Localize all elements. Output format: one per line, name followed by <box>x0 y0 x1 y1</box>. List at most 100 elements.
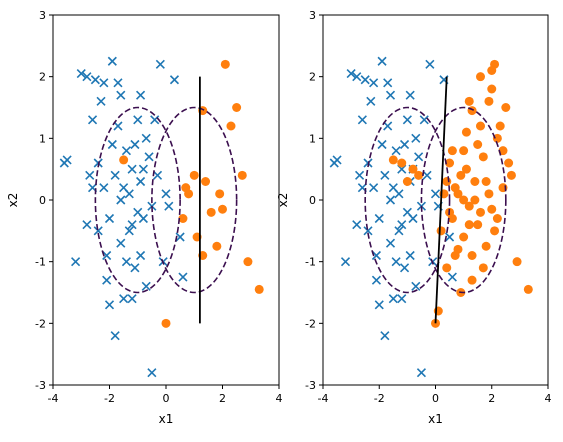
point-x-52 <box>371 250 382 261</box>
x-tick-label: 4 <box>276 392 283 405</box>
point-x-12 <box>374 300 384 310</box>
point-x-33 <box>447 272 457 282</box>
point-o-9 <box>442 177 452 186</box>
point-x-48 <box>87 115 98 125</box>
point-x-36 <box>380 170 390 180</box>
point-x-58 <box>352 220 362 230</box>
point-o-14 <box>456 170 466 180</box>
point-x-18 <box>391 146 401 156</box>
point-x-49 <box>121 257 132 267</box>
point-x-10 <box>99 78 109 88</box>
point-o-27 <box>487 204 497 214</box>
point-o-36 <box>512 257 522 267</box>
ellipse-1 <box>420 106 507 294</box>
point-o-25 <box>481 241 491 251</box>
point-o-19 <box>181 183 191 193</box>
point-o-30 <box>492 133 502 143</box>
point-x-25 <box>141 281 151 291</box>
point-x-34 <box>369 183 379 193</box>
point-x-37 <box>385 238 396 248</box>
point-x-57 <box>405 90 415 100</box>
point-x-11 <box>102 275 112 285</box>
axes-frame <box>322 14 549 386</box>
point-x-18 <box>121 146 132 156</box>
x-tick-label: -4 <box>318 392 329 405</box>
y-tick-label: 2 <box>309 71 316 84</box>
y-tick-label: 3 <box>39 9 46 22</box>
point-o-18 <box>464 201 474 211</box>
point-x-15 <box>113 78 123 88</box>
point-o-3 <box>408 164 418 174</box>
point-x-48 <box>357 115 367 125</box>
point-o-33 <box>501 103 511 112</box>
point-o-48 <box>476 72 485 82</box>
point-x-56 <box>127 294 137 304</box>
point-x-17 <box>119 294 129 304</box>
point-o-56 <box>464 220 474 230</box>
point-x-47 <box>107 139 117 150</box>
point-x-53 <box>422 170 432 180</box>
point-x-59 <box>385 195 396 205</box>
point-o-8 <box>201 177 211 186</box>
point-x-8 <box>93 226 103 236</box>
y-tick-label: -2 <box>305 317 316 330</box>
point-o-22 <box>473 220 483 230</box>
point-x-50 <box>411 133 421 143</box>
point-x-39 <box>124 226 134 236</box>
point-x-41 <box>399 263 410 273</box>
point-o-11 <box>215 189 225 199</box>
point-x-17 <box>388 294 398 304</box>
x-tick-label: 0 <box>163 392 170 405</box>
point-x-35 <box>374 213 384 224</box>
point-x-47 <box>377 139 387 150</box>
point-o-0 <box>119 155 129 165</box>
y-tick-label: 1 <box>309 132 316 145</box>
point-x-50 <box>141 133 151 143</box>
point-o-37 <box>523 284 533 294</box>
point-x-52 <box>102 250 112 261</box>
point-x-41 <box>130 263 140 273</box>
point-x-5 <box>85 170 95 180</box>
point-o-1 <box>397 158 407 168</box>
x-axis-label: x1 <box>428 412 443 426</box>
ellipse-0 <box>364 106 451 294</box>
y-axis-label: x2 <box>6 193 20 208</box>
point-o-49 <box>487 66 497 75</box>
point-o-35 <box>506 170 516 180</box>
point-o-50 <box>445 158 455 168</box>
point-x-20 <box>397 220 407 230</box>
point-o-10 <box>212 241 222 251</box>
y-tick-label: -3 <box>35 379 46 392</box>
axes-frame <box>52 14 280 386</box>
ellipse-0 <box>94 106 181 294</box>
point-o-21 <box>470 177 480 186</box>
point-x-8 <box>363 226 373 236</box>
point-x-33 <box>178 272 188 282</box>
point-o-31 <box>495 121 505 131</box>
ellipse-1 <box>151 106 238 294</box>
point-o-42 <box>473 140 483 149</box>
point-o-18 <box>254 284 264 294</box>
point-x-13 <box>377 56 387 66</box>
point-x-43 <box>138 213 148 224</box>
point-o-13 <box>220 59 230 69</box>
point-o-51 <box>450 251 460 260</box>
point-x-46 <box>383 121 393 131</box>
point-o-41 <box>467 275 477 285</box>
point-o-4 <box>414 170 424 180</box>
x-tick-label: -2 <box>374 392 385 405</box>
point-o-24 <box>478 152 488 162</box>
point-x-7 <box>90 75 100 85</box>
point-o-55 <box>459 146 469 156</box>
point-o-0 <box>388 155 398 165</box>
point-x-26 <box>147 368 157 378</box>
point-o-40 <box>461 127 471 137</box>
point-x-32 <box>444 232 455 242</box>
point-x-24 <box>138 164 148 174</box>
point-x-37 <box>116 238 126 248</box>
y-tick-label: -1 <box>305 256 316 269</box>
point-o-23 <box>476 207 485 217</box>
point-x-11 <box>371 275 382 285</box>
y-tick-label: 0 <box>309 194 316 207</box>
